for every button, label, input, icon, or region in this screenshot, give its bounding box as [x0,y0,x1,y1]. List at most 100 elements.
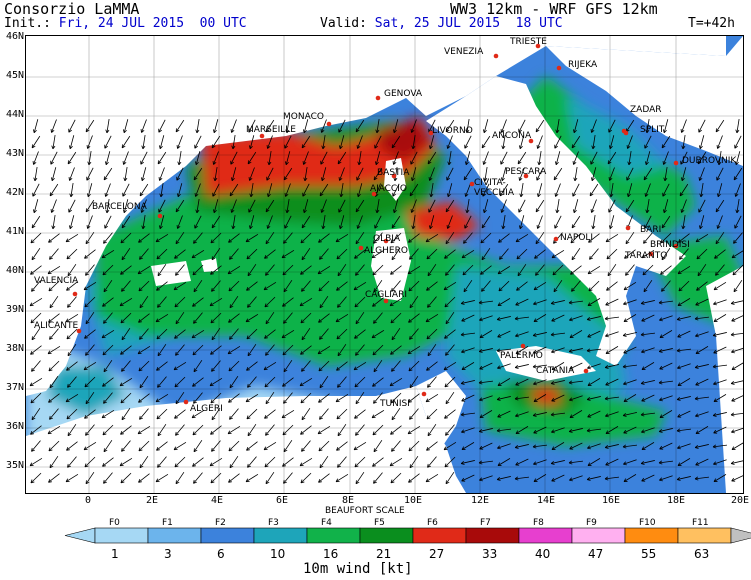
wind-arrow-head [103,241,107,244]
wind-arrow [88,151,92,165]
wind-arrow [623,394,637,402]
wind-arrow-head [300,270,303,275]
wind-arrow-head [264,385,269,388]
wind-arrow-head [713,398,717,402]
wind-arrow-head [408,401,413,403]
wind-arrow [643,232,653,244]
wind-arrow-head [535,273,539,276]
wind-arrow-head [121,145,126,149]
wind-arrow-head [735,129,738,134]
wind-arrow-head [641,349,645,353]
wind-arrow-head [461,397,465,402]
wind-arrow-head [664,177,668,182]
wind-arrow-head [608,145,611,149]
wind-arrow-head [694,316,699,320]
wind-arrow-head [318,369,323,372]
wind-arrow-head [604,478,609,481]
wind-arrow-head [587,367,591,370]
wind-arrow [679,248,689,260]
wind-arrow [102,457,114,467]
wind-arrow-head [497,447,501,450]
wind-arrow-head [554,225,558,229]
wind-arrow-head [515,413,519,417]
wind-arrow [461,427,475,433]
wind-map [25,35,744,494]
wind-arrow-head [175,431,177,436]
wind-arrow-head [409,385,414,389]
wind-arrow-head [321,177,325,182]
wind-arrow-head [497,445,501,449]
wind-arrow-head [228,318,231,323]
wind-arrow [31,215,41,229]
wind-arrow-head [247,465,251,468]
wind-arrow-head [264,337,269,339]
wind-arrow [425,473,439,483]
wind-arrow [659,330,673,338]
wind-arrow [157,263,167,277]
city-dot [583,368,589,374]
wind-arrow-head [713,318,717,322]
wind-arrows [29,119,743,485]
wind-arrow-head [607,273,612,277]
wind-arrow-head [586,396,591,400]
wind-arrow [715,264,725,276]
wind-arrow-head [608,209,612,213]
wind-arrow [30,265,42,275]
wind-arrow-head [694,398,699,401]
wind-arrow-head [245,238,249,242]
wind-arrow [48,280,60,292]
city-dot [72,291,78,297]
wind-arrow-head [659,351,663,353]
wind-arrow-head [283,239,285,244]
wind-arrow [695,458,709,466]
wind-arrow [551,394,565,402]
wind-arrow [48,473,60,483]
wind-arrow-head [229,335,231,340]
wind-arrow-head [191,334,195,338]
wind-arrow-head [120,319,123,323]
wind-arrow [175,119,185,133]
wind-arrow-head [355,129,360,133]
wind-arrow [427,296,437,308]
wind-arrow-head [497,479,501,481]
wind-arrow-head [138,367,141,371]
wind-arrow [373,359,383,373]
wind-arrow [340,183,344,197]
wind-arrow [515,476,529,480]
wind-arrow [699,215,705,229]
wind-arrow-head [466,129,470,134]
wind-arrow [587,458,601,466]
wind-arrow-head [480,270,483,275]
wind-arrow-head [67,305,71,308]
wind-arrow [174,409,186,419]
wind-arrow-head [445,431,447,436]
wind-arrow-head [303,161,307,165]
wind-arrow-head [103,319,105,324]
wind-arrow-head [677,270,681,274]
wind-arrow [104,215,112,229]
wind-arrow-head [31,417,36,421]
wind-arrow-head [444,465,449,468]
wind-arrow-head [373,401,377,404]
wind-arrow [30,392,42,404]
wind-arrow-head [319,305,324,309]
wind-arrow [411,119,417,133]
city-label: ANCONA [492,131,532,141]
land-sardinia [371,228,411,301]
wind-arrow-head [733,239,735,244]
wind-arrow-head [227,430,231,434]
wind-arrow-head [267,225,271,229]
wind-arrow [605,331,619,337]
wind-arrow-head [85,353,89,356]
wind-arrow [265,199,275,213]
wind-arrow [394,167,398,181]
wind-arrow-head [138,318,141,323]
wind-arrow [551,300,565,304]
wind-arrow [410,151,418,165]
wind-arrow-head [286,129,290,134]
wind-arrow [123,151,129,165]
wind-arrow [336,281,348,291]
wind-arrow-head [373,241,377,244]
wind-arrow [587,348,601,352]
wind-arrow-head [174,305,179,308]
